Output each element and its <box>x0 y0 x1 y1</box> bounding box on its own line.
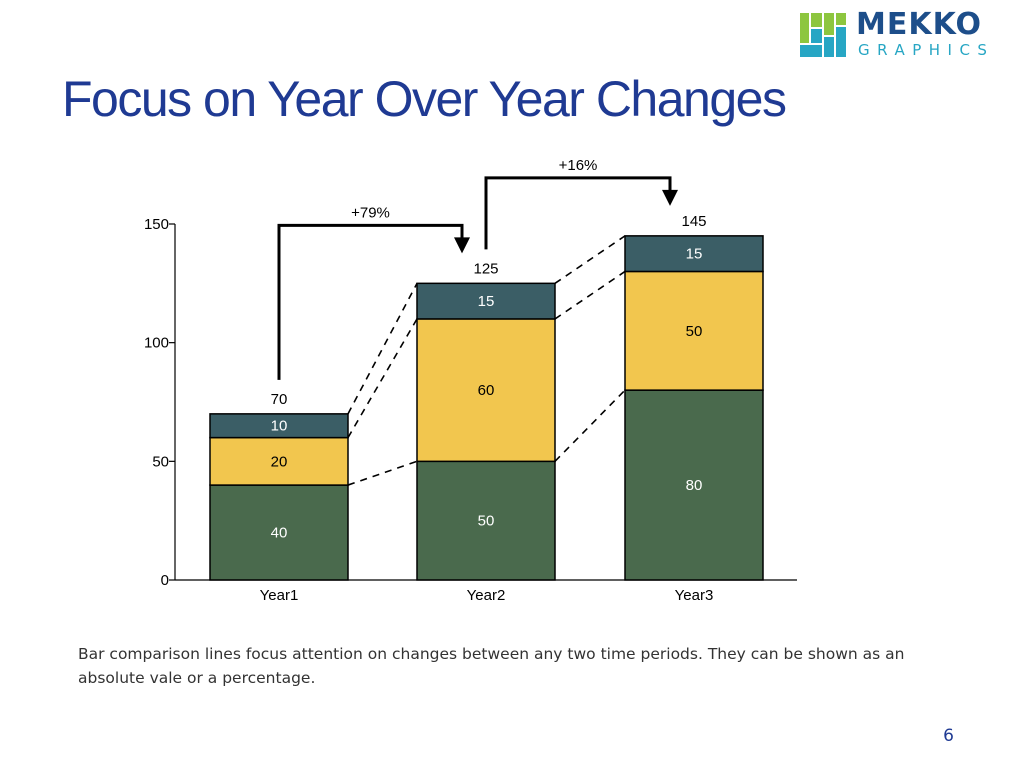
bar-segment <box>624 235 764 273</box>
arrowhead-icon <box>454 237 470 254</box>
bar-segment <box>416 460 556 581</box>
connector-line <box>554 235 626 284</box>
data-label: 50 <box>686 323 703 340</box>
slide-caption: Bar comparison lines focus attention on … <box>78 645 905 687</box>
total-label: 145 <box>681 213 706 230</box>
x-tick-label: Year3 <box>675 587 714 604</box>
connector-line <box>347 282 418 415</box>
y-tick-label: 100 <box>144 335 169 352</box>
x-tick-label: Year1 <box>260 587 299 604</box>
total-label: 70 <box>271 391 288 408</box>
total-label: 125 <box>473 260 498 277</box>
bar-segment <box>209 436 349 486</box>
connector-line <box>554 270 626 320</box>
bar-segment <box>416 282 556 320</box>
stacked-bar-chart: 0 50 100 150 40 20 10 70 Year1 50 60 15 125 Year2 80 50… <box>144 157 797 604</box>
data-label: 10 <box>271 418 288 435</box>
y-tick-label: 150 <box>144 216 169 233</box>
comparison-label: +79% <box>351 204 390 221</box>
page-title: Focus on Year Over Year Changes <box>62 71 787 127</box>
data-label: 20 <box>271 453 288 470</box>
bar-segment <box>416 318 556 463</box>
page-number: 6 <box>943 726 954 746</box>
comparison-arrow <box>484 176 672 250</box>
data-label: 40 <box>271 525 288 542</box>
bar-segment <box>624 389 764 581</box>
data-label: 15 <box>686 246 703 263</box>
comparison-arrow <box>277 223 464 380</box>
connector-line <box>347 318 418 439</box>
logo-subword: GRAPHICS <box>858 41 995 59</box>
y-tick-label: 0 <box>161 572 169 589</box>
bar-segment <box>209 413 349 439</box>
logo-word: MEKKO <box>856 7 982 42</box>
connector-line <box>347 460 418 486</box>
arrowhead-icon <box>662 189 678 206</box>
data-label: 15 <box>478 293 495 310</box>
comparison-label: +16% <box>559 157 598 174</box>
data-label: 80 <box>686 477 703 494</box>
bar-segment <box>209 484 349 581</box>
y-tick-label: 50 <box>152 453 169 470</box>
data-label: 60 <box>478 382 495 399</box>
logo-mark-icon <box>800 13 846 57</box>
x-tick-label: Year2 <box>467 587 506 604</box>
mekko-graphics-logo: MEKKO GRAPHICS <box>800 10 1010 60</box>
data-label: 50 <box>478 513 495 530</box>
connector-line <box>554 389 626 462</box>
